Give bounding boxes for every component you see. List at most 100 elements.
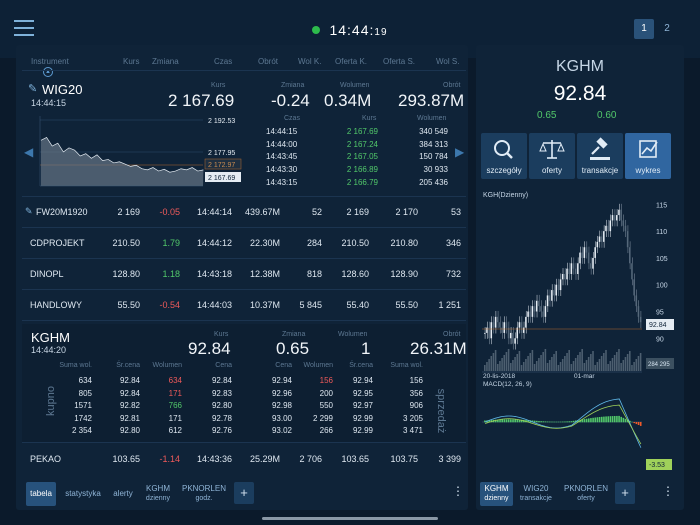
trade-row: 14:43:30 2 166.89 30 933 xyxy=(250,165,450,177)
page-1-button[interactable]: 1 xyxy=(634,19,654,39)
cell-ofertas: 103.75 xyxy=(390,454,418,464)
candle-body xyxy=(574,268,577,274)
page-2-button[interactable]: 2 xyxy=(664,23,670,34)
candle-body xyxy=(579,252,581,264)
cell-wols: 346 xyxy=(445,238,461,248)
macd-bar xyxy=(594,417,597,423)
kgh-candles xyxy=(484,203,642,350)
tab-tabela[interactable]: tabela xyxy=(26,482,56,506)
volume-bar xyxy=(514,357,516,371)
tab-pknorlen[interactable]: PKNORLEN godz. xyxy=(178,482,230,506)
cell-zmiana: -1.14 xyxy=(159,454,180,464)
volume-bar xyxy=(587,357,590,371)
header-instrument[interactable]: Instrument xyxy=(31,57,69,66)
sell-header-cell: Śr.cena xyxy=(349,362,373,369)
oferty-button[interactable]: oferty xyxy=(529,133,575,179)
header-zmiana[interactable]: Zmiana xyxy=(152,57,179,66)
header-wolk[interactable]: Wol K. xyxy=(298,57,322,66)
macd-bar xyxy=(555,421,558,423)
cell-kurs: 128.80 xyxy=(112,269,140,279)
header-kurs[interactable]: Kurs xyxy=(123,57,140,66)
buy-cell: 92.80 xyxy=(211,401,232,410)
szczegoly-button[interactable]: szczegóły xyxy=(481,133,527,179)
right-add-tab-button[interactable]: + xyxy=(615,482,635,504)
volume-bar xyxy=(598,359,601,371)
macd-tag: -3.53 xyxy=(649,462,665,469)
wig20-expanded-card[interactable]: ✎ WIG20 14:44:15 Kurs 2 167.69 Zmiana -0… xyxy=(22,72,466,194)
kghm-orderbook-card[interactable] xyxy=(22,324,466,442)
header-czas[interactable]: Czas xyxy=(214,57,233,66)
chevron-right-icon[interactable]: ▶ xyxy=(455,145,465,159)
cell-kurs: 103.65 xyxy=(112,454,140,464)
tab-kghm[interactable]: KGHM dzienny xyxy=(140,482,176,506)
trade-volume: 150 784 xyxy=(419,152,448,162)
hamburger-menu-icon[interactable] xyxy=(14,18,36,38)
cell-zmiana: 1.18 xyxy=(162,269,180,279)
table-row[interactable]: CDPROJEKT 210.50 1.79 14:44:12 22.30M 284 210.… xyxy=(22,228,466,259)
buy-cell: 2 354 xyxy=(71,426,92,435)
macd-bar xyxy=(624,418,627,423)
candle-body xyxy=(603,231,605,242)
volume-bar xyxy=(637,356,640,371)
tab-alerty[interactable]: alerty xyxy=(108,482,138,506)
trade-time: 14:43:45 xyxy=(266,152,298,162)
cell-ofertak: 103.65 xyxy=(341,454,369,464)
header-wols[interactable]: Wol S. xyxy=(436,57,460,66)
volume-bar xyxy=(616,352,618,371)
header-ofertak[interactable]: Oferta K. xyxy=(335,57,368,66)
macd-bar xyxy=(512,419,514,423)
macd-bar xyxy=(611,416,614,423)
trade-time: 14:43:15 xyxy=(266,177,298,187)
cell-obrot: 12.38M xyxy=(249,269,280,279)
wig20-time: 14:44:15 xyxy=(31,98,67,108)
sell-cell: 266 xyxy=(319,426,333,435)
header-obrot[interactable]: Obrót xyxy=(258,57,279,66)
cell-name: PEKAO xyxy=(30,454,62,464)
table-row-pekao[interactable]: PEKAO 103.65 -1.14 14:43:36 25.29M 2 706 103.6… xyxy=(22,444,466,474)
kgh-y-tick: 95 xyxy=(656,310,664,317)
trade-row: 14:43:15 2 166.79 205 436 xyxy=(250,178,450,190)
macd-bar xyxy=(570,421,573,423)
transakcje-button[interactable]: transakcje xyxy=(577,133,623,179)
candle-body xyxy=(609,220,612,232)
volume-bar xyxy=(553,354,555,371)
wykres-label: wykres xyxy=(635,166,661,175)
cell-name: HANDLOWY xyxy=(30,300,83,310)
table-row[interactable]: DINOPL 128.80 1.18 14:43:18 12.38M 818 128.60 1… xyxy=(22,259,466,290)
right-bottom-tabs: KGHM dzienny WIG20 transakcje PKNORLEN oferty xyxy=(0,0,608,506)
table-row[interactable]: HANDLOWY 55.50 -0.54 14:44:03 10.37M 5 845 55.… xyxy=(22,290,466,321)
wykres-button[interactable]: wykres xyxy=(625,133,671,179)
chevron-left-icon[interactable]: ◀ xyxy=(24,145,34,159)
sell-cell: 93.00 xyxy=(271,413,292,423)
candle-body xyxy=(514,338,516,344)
buy-cell: 92.76 xyxy=(211,426,232,435)
kgh-chart-title: KGH(Dzienny) xyxy=(483,192,528,199)
cell-name: FW20M1920 xyxy=(36,207,88,217)
right-tab-kghm[interactable]: KGHM dzienny xyxy=(480,482,513,506)
right-more-options-icon[interactable]: ⋮ xyxy=(662,484,674,498)
header-ofertas[interactable]: Oferta S. xyxy=(383,57,416,66)
trade-volume: 30 933 xyxy=(423,165,448,175)
volume-bar xyxy=(533,364,536,371)
candle-body xyxy=(559,279,562,291)
more-options-icon[interactable]: ⋮ xyxy=(452,484,464,498)
kgh-daily-chart[interactable]: KGH(Dzienny) 115 110 105 100 95 90 92.84 284 … xyxy=(480,189,676,474)
volume-bar xyxy=(626,354,629,371)
candle-body xyxy=(594,247,596,258)
table-row[interactable]: ✎ FW20M1920 2 169 -0.05 14:44:14 439.67M 52 2 1… xyxy=(22,197,466,228)
cell-kurs: 55.50 xyxy=(117,300,140,310)
macd-bar xyxy=(520,419,523,423)
sort-up-icon[interactable]: ▲ xyxy=(43,67,53,77)
cell-czas: 14:44:03 xyxy=(196,300,232,310)
right-tab-pknorlen[interactable]: PKNORLEN oferty xyxy=(560,482,612,506)
right-tab-wig20[interactable]: WIG20 transakcje xyxy=(515,482,557,506)
volume-bar xyxy=(544,349,547,371)
candle-body xyxy=(553,290,555,296)
tab-statystyka[interactable]: statystyka xyxy=(60,482,106,506)
sell-cell: 3 205 xyxy=(402,413,423,423)
add-tab-button[interactable]: + xyxy=(234,482,254,504)
kghm-obrot: 26.31M xyxy=(410,339,467,358)
kghm-obrot-label: Obrót xyxy=(443,331,461,338)
volume-bar xyxy=(551,357,553,371)
candle-body xyxy=(492,322,495,328)
